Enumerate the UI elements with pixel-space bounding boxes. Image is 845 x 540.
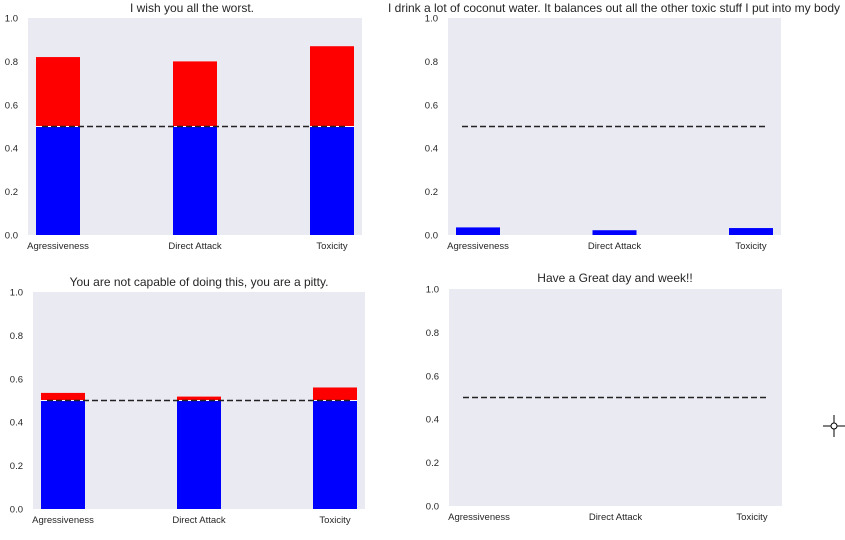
x-tick-label: Agressiveness bbox=[32, 515, 94, 526]
y-tick-label: 0.2 bbox=[10, 461, 23, 472]
bar-base bbox=[313, 400, 357, 509]
y-tick-label: 0.0 bbox=[426, 502, 439, 513]
bar-base bbox=[41, 400, 85, 509]
y-tick-label: 0.8 bbox=[425, 57, 438, 68]
chart-panel-3: You are not capable of doing this, you a… bbox=[10, 275, 365, 526]
bar-base bbox=[173, 126, 217, 235]
bar-base bbox=[729, 228, 773, 235]
y-tick-label: 0.8 bbox=[426, 328, 439, 339]
x-tick-label: Direct Attack bbox=[589, 512, 643, 523]
x-tick-label: Agressiveness bbox=[27, 241, 89, 252]
bar-excess bbox=[41, 392, 85, 401]
y-tick-label: 0.4 bbox=[426, 415, 439, 426]
x-tick-label: Toxicity bbox=[736, 512, 767, 523]
y-tick-label: 0.6 bbox=[5, 100, 18, 111]
y-tick-label: 1.0 bbox=[426, 285, 439, 296]
y-tick-label: 0.0 bbox=[5, 231, 18, 242]
crosshair-cursor-icon bbox=[823, 415, 845, 437]
bar-excess bbox=[177, 396, 221, 401]
x-tick-label: Toxicity bbox=[319, 515, 350, 526]
chart-panel-2: I drink a lot of coconut water. It balan… bbox=[388, 1, 840, 252]
x-tick-label: Direct Attack bbox=[168, 241, 222, 252]
y-tick-label: 1.0 bbox=[10, 288, 23, 299]
y-tick-label: 1.0 bbox=[5, 14, 18, 25]
y-tick-label: 0.2 bbox=[425, 187, 438, 198]
y-tick-label: 0.0 bbox=[425, 231, 438, 242]
x-tick-label: Agressiveness bbox=[447, 241, 509, 252]
bar-base bbox=[592, 230, 637, 235]
y-tick-label: 0.8 bbox=[5, 57, 18, 68]
y-tick-label: 0.2 bbox=[5, 187, 18, 198]
plot-area bbox=[448, 18, 781, 235]
y-tick-label: 0.0 bbox=[10, 505, 23, 516]
y-tick-label: 0.4 bbox=[5, 144, 18, 155]
y-tick-label: 1.0 bbox=[425, 14, 438, 25]
plot-area bbox=[449, 289, 782, 506]
x-tick-label: Agressiveness bbox=[448, 512, 510, 523]
bar-base bbox=[456, 227, 500, 235]
bar-excess bbox=[36, 57, 80, 127]
chart-title: I wish you all the worst. bbox=[130, 1, 254, 15]
bar-excess bbox=[173, 61, 217, 127]
y-tick-label: 0.6 bbox=[426, 371, 439, 382]
y-tick-label: 0.8 bbox=[10, 331, 23, 342]
y-tick-label: 0.6 bbox=[425, 100, 438, 111]
y-tick-label: 0.2 bbox=[426, 458, 439, 469]
chart-title: Have a Great day and week!! bbox=[537, 271, 692, 285]
bar-excess bbox=[313, 387, 357, 401]
bar-base bbox=[177, 400, 221, 509]
chart-panel-1: I wish you all the worst. 0.0 0.2 0.4 0.6 0.8… bbox=[5, 1, 362, 252]
chart-title: I drink a lot of coconut water. It balan… bbox=[388, 1, 840, 15]
x-tick-label: Toxicity bbox=[735, 241, 766, 252]
bar-base bbox=[310, 126, 354, 235]
bar-base bbox=[36, 126, 80, 235]
x-tick-label: Direct Attack bbox=[588, 241, 642, 252]
y-tick-label: 0.4 bbox=[10, 418, 23, 429]
chart-panel-4: Have a Great day and week!! 0.0 0.2 0.4 0.6 0… bbox=[426, 271, 782, 523]
y-tick-label: 0.6 bbox=[10, 374, 23, 385]
x-tick-label: Toxicity bbox=[316, 241, 347, 252]
x-tick-label: Direct Attack bbox=[172, 515, 226, 526]
bar-excess bbox=[310, 46, 354, 127]
y-tick-label: 0.4 bbox=[425, 144, 438, 155]
chart-title: You are not capable of doing this, you a… bbox=[70, 275, 329, 289]
